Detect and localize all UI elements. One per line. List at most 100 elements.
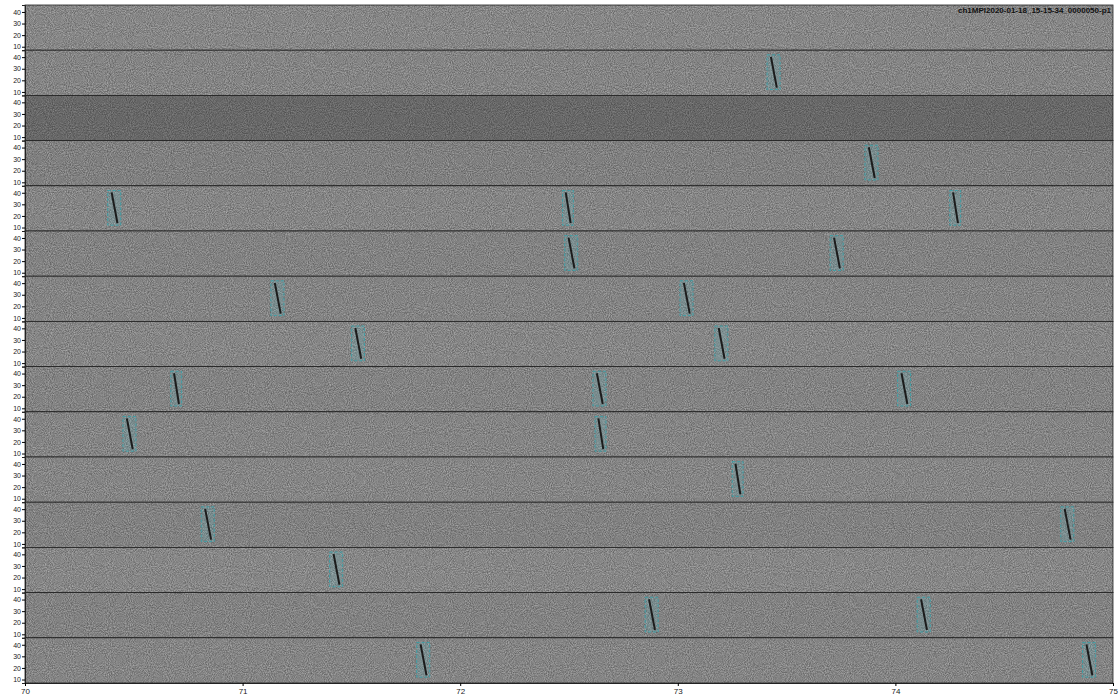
y-axis-line bbox=[22, 412, 26, 457]
y-tick-mark bbox=[22, 340, 25, 341]
detections bbox=[645, 597, 930, 632]
y-tick-label: 30 bbox=[13, 291, 21, 298]
detections bbox=[171, 371, 911, 406]
call-trace bbox=[275, 283, 281, 314]
y-tick-mark bbox=[22, 385, 25, 386]
y-tick-label: 20 bbox=[13, 77, 21, 84]
y-tick-mark bbox=[22, 261, 25, 262]
x-tick: 74 bbox=[891, 683, 900, 696]
y-tick-mark bbox=[22, 306, 25, 307]
y-tick: 10 bbox=[13, 269, 25, 276]
panel-background bbox=[25, 231, 1113, 276]
y-tick-mark bbox=[22, 464, 25, 465]
x-tick: 70 bbox=[21, 683, 30, 696]
y-tick: 30 bbox=[13, 653, 25, 660]
panel-noise bbox=[25, 50, 1113, 95]
y-tick-mark bbox=[22, 476, 25, 477]
y-axis-line bbox=[22, 96, 26, 141]
panel-noise bbox=[25, 276, 1113, 321]
y-tick-mark bbox=[22, 554, 25, 555]
detection-box bbox=[898, 371, 911, 406]
y-tick: 30 bbox=[13, 111, 25, 118]
panel-background bbox=[25, 367, 1113, 412]
y-tick-label: 10 bbox=[13, 269, 21, 276]
y-tick-label: 10 bbox=[13, 360, 21, 367]
panel-frame bbox=[25, 186, 1113, 231]
panel-frame bbox=[25, 593, 1113, 638]
y-tick-label: 10 bbox=[13, 224, 21, 231]
y-tick: 20 bbox=[13, 484, 25, 491]
y-tick: 20 bbox=[13, 348, 25, 355]
chart: 10 20 30 40 10 20 30 40 10 20 30 40 10 20 30 40 10 20 30 40… bbox=[0, 0, 1120, 700]
call-trace bbox=[1065, 509, 1071, 540]
y-tick-label: 30 bbox=[13, 427, 21, 434]
x-tick-label: 74 bbox=[891, 687, 900, 696]
x-tick-label: 72 bbox=[456, 687, 465, 696]
panel-noise bbox=[25, 502, 1113, 547]
panel-noise bbox=[25, 5, 1113, 50]
x-tick-label: 75 bbox=[1109, 687, 1118, 696]
y-tick-mark bbox=[22, 92, 25, 93]
y-tick-label: 10 bbox=[13, 405, 21, 412]
y-tick-label: 20 bbox=[13, 393, 21, 400]
x-tick-mark bbox=[25, 683, 26, 686]
y-tick: 30 bbox=[13, 156, 25, 163]
y-tick: 40 bbox=[13, 235, 25, 242]
panel bbox=[25, 186, 1113, 231]
call-trace bbox=[1086, 644, 1092, 675]
panel-noise bbox=[25, 367, 1113, 412]
y-axis-line bbox=[22, 322, 26, 367]
detections bbox=[417, 642, 1096, 677]
call-trace bbox=[127, 418, 133, 449]
y-tick-mark bbox=[22, 656, 25, 657]
panel bbox=[25, 50, 1113, 95]
panel bbox=[25, 276, 1113, 321]
y-tick: 30 bbox=[13, 246, 25, 253]
detection-box bbox=[950, 190, 961, 225]
y-tick-label: 30 bbox=[13, 246, 21, 253]
call-trace bbox=[834, 238, 840, 269]
y-tick: 30 bbox=[13, 563, 25, 570]
detection-box bbox=[1083, 642, 1096, 677]
y-tick-mark bbox=[22, 442, 25, 443]
y-tick-mark bbox=[22, 204, 25, 205]
panel-frame bbox=[25, 95, 1113, 140]
y-tick: 10 bbox=[13, 360, 25, 367]
y-tick-label: 40 bbox=[13, 551, 21, 558]
y-tick: 20 bbox=[13, 122, 25, 129]
panel bbox=[25, 231, 1113, 276]
y-tick-label: 40 bbox=[13, 280, 21, 287]
y-tick-label: 20 bbox=[13, 529, 21, 536]
y-tick-label: 40 bbox=[13, 99, 21, 106]
x-tick-label: 70 bbox=[21, 687, 30, 696]
y-axis-line bbox=[22, 6, 26, 51]
detection-box bbox=[123, 416, 136, 451]
call-trace bbox=[869, 147, 875, 178]
panel-frame bbox=[25, 5, 1113, 50]
panel-background bbox=[25, 5, 1113, 50]
y-tick-label: 30 bbox=[13, 111, 21, 118]
y-tick-mark bbox=[22, 24, 25, 25]
call-trace bbox=[649, 599, 655, 630]
y-tick: 10 bbox=[13, 676, 25, 683]
panel-background bbox=[25, 593, 1113, 638]
panel-frame bbox=[25, 50, 1113, 95]
y-tick-mark bbox=[22, 634, 25, 635]
call-trace bbox=[684, 283, 690, 314]
y-tick-label: 20 bbox=[13, 32, 21, 39]
y-tick-mark bbox=[22, 645, 25, 646]
y-tick-label: 40 bbox=[13, 189, 21, 196]
detection-box bbox=[593, 371, 606, 406]
y-tick-mark bbox=[22, 499, 25, 500]
x-tick: 73 bbox=[674, 683, 683, 696]
y-tick: 40 bbox=[13, 506, 25, 513]
y-tick-label: 40 bbox=[13, 235, 21, 242]
y-tick: 40 bbox=[13, 144, 25, 151]
y-tick: 10 bbox=[13, 89, 25, 96]
y-tick-mark bbox=[22, 80, 25, 81]
y-tick-label: 10 bbox=[13, 89, 21, 96]
y-tick: 10 bbox=[13, 631, 25, 638]
y-tick: 30 bbox=[13, 608, 25, 615]
y-tick: 10 bbox=[13, 450, 25, 457]
panel-frame bbox=[25, 231, 1113, 276]
